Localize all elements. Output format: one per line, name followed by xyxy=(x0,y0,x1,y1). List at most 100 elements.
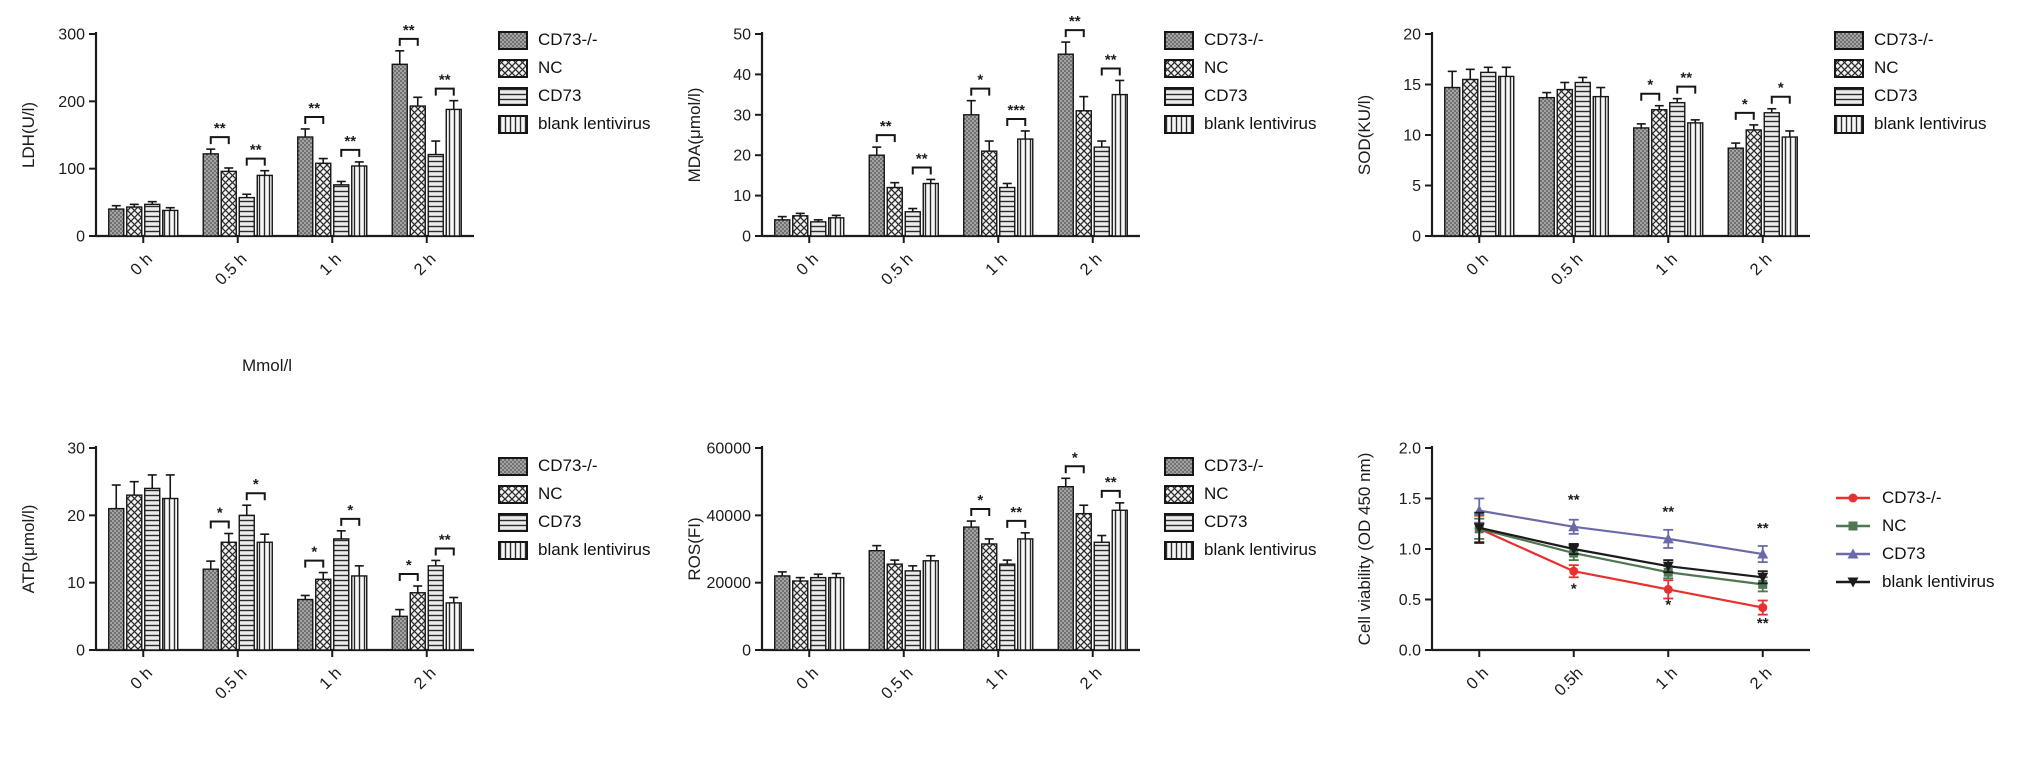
legend-item-cd73-: CD73-/- xyxy=(498,456,650,476)
y-ticks: 0 100 200 300 xyxy=(58,27,96,246)
svg-text:**: ** xyxy=(1568,492,1580,509)
svg-text:20: 20 xyxy=(67,508,85,525)
cell-viability-chart: 0.0 0.5 1.0 1.5 2.0 Cell viability (OD 450 nm… xyxy=(1355,441,1810,700)
significance-brackets: ************ xyxy=(209,22,455,166)
legend-swatch-icon xyxy=(498,86,528,106)
svg-text:**: ** xyxy=(344,133,356,150)
legend-label: CD73-/- xyxy=(1204,30,1264,49)
svg-text:0.5h: 0.5h xyxy=(1551,664,1586,699)
significance-stars: ********** xyxy=(1568,492,1769,632)
legend-swatch-icon xyxy=(1164,30,1194,50)
svg-text:0.5 h: 0.5 h xyxy=(878,664,917,703)
legend-swatch-icon xyxy=(1164,540,1194,560)
legend-swatch-icon xyxy=(498,456,528,476)
svg-text:60000: 60000 xyxy=(707,441,752,458)
svg-text:0.5 h: 0.5 h xyxy=(212,664,251,703)
y-axis-label: ROS(FI) xyxy=(685,517,704,580)
legend-label: CD73-/- xyxy=(1882,488,1942,507)
svg-text:**: ** xyxy=(1010,504,1022,521)
y-axis-label: MDA(μmol/l) xyxy=(685,88,704,183)
svg-text:ROS(FI): ROS(FI) xyxy=(685,517,704,580)
svg-text:0 h: 0 h xyxy=(127,250,156,279)
svg-text:**: ** xyxy=(214,120,226,137)
svg-text:**: ** xyxy=(439,72,451,89)
svg-text:40000: 40000 xyxy=(707,508,752,525)
svg-text:2 h: 2 h xyxy=(1077,664,1106,693)
legend-swatch-icon xyxy=(498,484,528,504)
legend-item-blank-lentivirus: blank lentivirus xyxy=(1834,572,1994,592)
svg-text:**: ** xyxy=(403,22,415,39)
legend-line-marker-icon xyxy=(1836,521,1870,531)
x-labels: 0 h 0.5 h 1 h 2 h xyxy=(127,236,440,289)
svg-text:2 h: 2 h xyxy=(1747,664,1776,693)
svg-text:**: ** xyxy=(1662,504,1674,521)
legend-label: NC xyxy=(1204,58,1229,77)
bars-cd73- xyxy=(774,477,1074,651)
legend-line-marker-icon xyxy=(1836,548,1870,559)
significance-brackets: * **** xyxy=(1640,70,1791,120)
svg-text:1 h: 1 h xyxy=(982,664,1011,693)
legend-item-blank-lentivirus: blank lentivirus xyxy=(1834,114,1986,134)
legend-label: blank lentivirus xyxy=(1204,540,1317,559)
legend-label: NC xyxy=(1874,58,1899,77)
svg-text:**: ** xyxy=(439,531,451,548)
svg-text:5: 5 xyxy=(1412,178,1421,195)
ros-title-spacer xyxy=(678,348,1148,418)
legend-item-nc: NC xyxy=(1164,58,1316,78)
significance-brackets: ****** xyxy=(970,449,1121,528)
significance-brackets: ************ xyxy=(875,13,1121,175)
cell-viability-legend: CD73-/- NC CD73 blank lentivirus xyxy=(1834,488,1994,592)
svg-text:*: * xyxy=(406,557,412,574)
legend-item-cd73: CD73 xyxy=(1834,544,1994,564)
svg-text:*: * xyxy=(1571,580,1577,597)
legend-label: blank lentivirus xyxy=(538,114,651,133)
svg-text:30: 30 xyxy=(67,441,85,458)
svg-text:1 h: 1 h xyxy=(1652,664,1681,693)
legend-item-nc: NC xyxy=(1834,58,1986,78)
svg-text:0.5: 0.5 xyxy=(1399,592,1421,609)
svg-text:SOD(KU/l): SOD(KU/l) xyxy=(1355,95,1374,175)
x-labels: 0 h 0.5 h 1 h 2 h xyxy=(793,650,1106,703)
line-cd73 xyxy=(1473,497,1769,564)
svg-text:1 h: 1 h xyxy=(316,250,345,279)
svg-text:0 h: 0 h xyxy=(793,664,822,693)
viability-title-spacer xyxy=(1348,348,1818,418)
bars-cd73 xyxy=(1480,66,1780,237)
y-ticks: 0.0 0.5 1.0 1.5 2.0 xyxy=(1399,441,1432,660)
legend-label: CD73 xyxy=(1204,512,1248,531)
bars-cd73 xyxy=(144,474,444,651)
legend-swatch-icon xyxy=(1164,484,1194,504)
svg-text:0.5 h: 0.5 h xyxy=(212,250,251,289)
svg-text:10: 10 xyxy=(1403,128,1421,145)
svg-text:20: 20 xyxy=(733,148,751,165)
bars-blank-lentivirus xyxy=(828,79,1128,237)
sod-legend: CD73-/- NC CD73 blank lentivirus xyxy=(1834,30,1986,134)
svg-text:0 h: 0 h xyxy=(793,250,822,279)
svg-text:0: 0 xyxy=(76,229,85,246)
svg-text:*: * xyxy=(1778,80,1784,97)
svg-text:**: ** xyxy=(308,100,320,117)
bars-cd73- xyxy=(108,484,408,651)
svg-text:0 h: 0 h xyxy=(1463,250,1492,279)
svg-text:2 h: 2 h xyxy=(1077,250,1106,279)
svg-text:0.0: 0.0 xyxy=(1399,643,1421,660)
legend-item-blank-lentivirus: blank lentivirus xyxy=(1164,114,1316,134)
legend-swatch-icon xyxy=(1834,114,1864,134)
legend-swatch-icon xyxy=(1834,30,1864,50)
legend-label: NC xyxy=(538,58,563,77)
svg-text:0 h: 0 h xyxy=(1463,664,1492,693)
legend-item-blank-lentivirus: blank lentivirus xyxy=(1164,540,1316,560)
svg-text:100: 100 xyxy=(58,161,85,178)
legend-line-marker-icon xyxy=(1836,493,1870,503)
legend-label: blank lentivirus xyxy=(1882,572,1995,591)
svg-text:0: 0 xyxy=(742,229,751,246)
bars-blank-lentivirus xyxy=(1498,66,1798,237)
legend-swatch-icon xyxy=(498,512,528,532)
legend-label: CD73-/- xyxy=(538,30,598,49)
svg-text:30: 30 xyxy=(733,107,751,124)
bars-nc xyxy=(1462,68,1762,237)
svg-text:*: * xyxy=(977,72,983,89)
